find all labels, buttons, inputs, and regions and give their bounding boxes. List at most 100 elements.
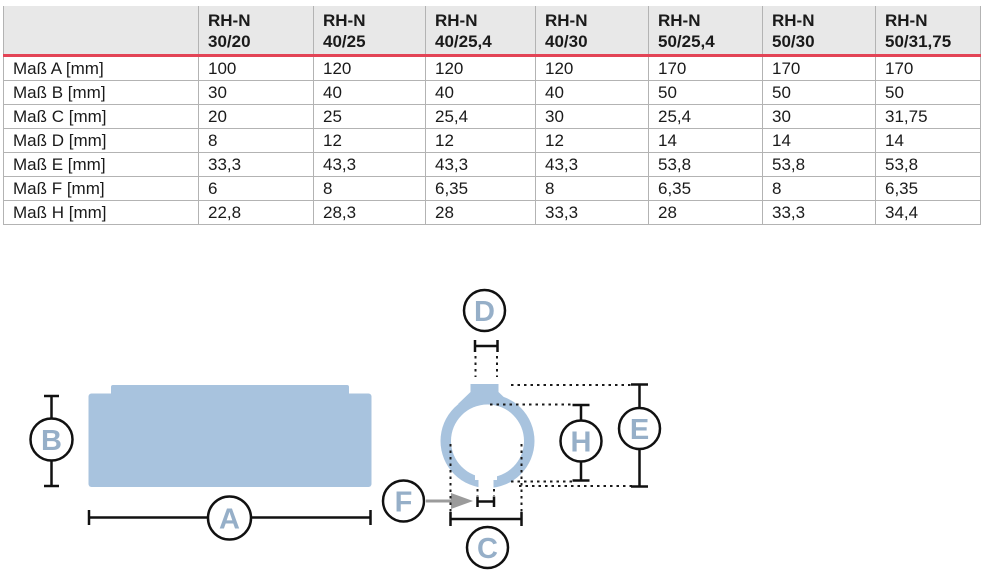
- table-cell: 30: [198, 80, 314, 105]
- row-label: Maß B [mm]: [3, 80, 199, 105]
- table-cell: 14: [762, 128, 876, 153]
- dim-h-marker: [559, 419, 603, 463]
- table-cell: 170: [762, 55, 876, 81]
- table-cell: 14: [648, 128, 763, 153]
- table-row: Maß D [mm] 8 12 12 12 14 14 14: [3, 128, 981, 153]
- table-cell: 25,4: [648, 104, 763, 129]
- dim-d-label: D: [474, 296, 495, 328]
- row-label: Maß E [mm]: [3, 152, 199, 177]
- column-header: RH-N 30/20: [198, 6, 314, 57]
- dim-f-label: F: [395, 487, 413, 519]
- dim-d: D: [462, 288, 507, 377]
- header-row: RH-N 30/20 RH-N 40/25 RH-N 40/25,4 RH-N …: [3, 6, 981, 57]
- table-cell: 120: [425, 55, 536, 81]
- table-cell: 33,3: [198, 152, 314, 177]
- table-cell: 30: [535, 104, 649, 129]
- front-view: [440, 384, 535, 492]
- table-cell: 170: [648, 55, 763, 81]
- table-cell: 120: [313, 55, 426, 81]
- table-cell: 100: [198, 55, 314, 81]
- table-header: RH-N 30/20 RH-N 40/25 RH-N 40/25,4 RH-N …: [3, 6, 981, 57]
- table-cell: 6,35: [425, 176, 536, 201]
- dim-a: A: [87, 495, 372, 541]
- column-header: RH-N 50/25,4: [648, 6, 763, 57]
- table-cell: 43,3: [535, 152, 649, 177]
- row-label: Maß A [mm]: [3, 55, 199, 81]
- dim-e-marker: [617, 406, 662, 451]
- table-body: Maß A [mm] 100 120 120 120 170 170 170 M…: [3, 55, 981, 225]
- table-cell: 25: [313, 104, 426, 129]
- dimension-diagram: B A D H E F: [29, 288, 662, 570]
- dim-b-marker: [29, 417, 74, 462]
- column-header: RH-N 50/30: [762, 6, 876, 57]
- table-cell: 6,35: [875, 176, 981, 201]
- table-cell: 30: [762, 104, 876, 129]
- side-view: [88, 385, 372, 487]
- table-cell: 8: [762, 176, 876, 201]
- f-arrow-head: [451, 493, 473, 509]
- table-cell: 6: [198, 176, 314, 201]
- column-header: RH-N 40/30: [535, 6, 649, 57]
- dim-a-label: A: [219, 504, 240, 536]
- dim-b: B: [29, 394, 74, 488]
- table-cell: 40: [313, 80, 426, 105]
- dim-d-marker: [462, 288, 507, 333]
- spec-table: RH-N 30/20 RH-N 40/25 RH-N 40/25,4 RH-N …: [3, 6, 981, 225]
- table-cell: 120: [535, 55, 649, 81]
- dim-e: E: [511, 383, 662, 488]
- table-cell: 40: [535, 80, 649, 105]
- table-cell: 25,4: [425, 104, 536, 129]
- side-view-body: [88, 393, 372, 487]
- table-cell: 33,3: [535, 200, 649, 225]
- dim-f-marker: [381, 479, 426, 523]
- dim-a-marker: [206, 495, 253, 541]
- table-cell: 50: [875, 80, 981, 105]
- dim-e-label: E: [630, 414, 649, 446]
- table-cell: 50: [762, 80, 876, 105]
- row-label: Maß D [mm]: [3, 128, 199, 153]
- table-cell: 8: [535, 176, 649, 201]
- table-cell: 50: [648, 80, 763, 105]
- table-cell: 28,3: [313, 200, 426, 225]
- column-header: RH-N 40/25,4: [425, 6, 536, 57]
- table-row: Maß B [mm] 30 40 40 40 50 50 50: [3, 80, 981, 105]
- table-row: Maß F [mm] 6 8 6,35 8 6,35 8 6,35: [3, 176, 981, 201]
- row-label: Maß F [mm]: [3, 176, 199, 201]
- table-cell: 8: [313, 176, 426, 201]
- corner-cell: [3, 6, 199, 57]
- table-cell: 31,75: [875, 104, 981, 129]
- row-label: Maß H [mm]: [3, 200, 199, 225]
- table-cell: 170: [875, 55, 981, 81]
- dim-b-label: B: [41, 425, 62, 457]
- dim-c-marker: [465, 525, 510, 570]
- table-cell: 12: [425, 128, 536, 153]
- table-row: Maß C [mm] 20 25 25,4 30 25,4 30 31,75: [3, 104, 981, 129]
- table-cell: 6,35: [648, 176, 763, 201]
- table-cell: 20: [198, 104, 314, 129]
- row-label: Maß C [mm]: [3, 104, 199, 129]
- table-cell: 12: [313, 128, 426, 153]
- table-cell: 14: [875, 128, 981, 153]
- ring-slot-notch: [475, 450, 497, 480]
- dim-h-label: H: [571, 427, 592, 459]
- table-row: Maß H [mm] 22,8 28,3 28 33,3 28 33,3 34,…: [3, 200, 981, 225]
- table-cell: 12: [535, 128, 649, 153]
- table-cell: 43,3: [425, 152, 536, 177]
- table-cell: 8: [198, 128, 314, 153]
- table-cell: 28: [648, 200, 763, 225]
- column-header: RH-N 50/31,75: [875, 6, 981, 57]
- table-cell: 43,3: [313, 152, 426, 177]
- dim-f: F: [381, 479, 496, 523]
- ring-slot-slit: [478, 479, 494, 492]
- dim-c: C: [449, 444, 523, 570]
- column-header: RH-N 40/25: [313, 6, 426, 57]
- ring-bore: [451, 404, 524, 478]
- table-cell: 53,8: [762, 152, 876, 177]
- table-cell: 40: [425, 80, 536, 105]
- table-cell: 33,3: [762, 200, 876, 225]
- table-cell: 22,8: [198, 200, 314, 225]
- table-cell: 28: [425, 200, 536, 225]
- table-row: Maß E [mm] 33,3 43,3 43,3 43,3 53,8 53,8…: [3, 152, 981, 177]
- table-cell: 34,4: [875, 200, 981, 225]
- dim-h: H: [490, 403, 603, 483]
